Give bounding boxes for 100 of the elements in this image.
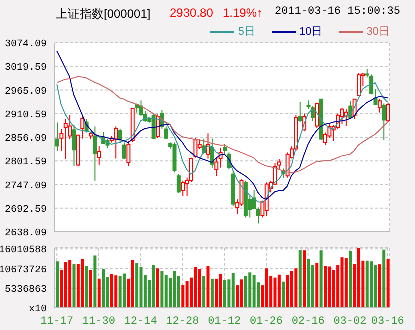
- bar: [340, 258, 344, 308]
- bar: [219, 274, 222, 308]
- candlestick: [93, 126, 98, 182]
- y-tick-label: 3019.59: [4, 63, 47, 74]
- text: 1.19%↑: [223, 6, 264, 20]
- legend-label: 5日: [238, 25, 256, 39]
- x-tick-label: 03-16: [371, 316, 404, 328]
- x-tick-label: 12-28: [166, 316, 200, 328]
- legend-label: 30日: [366, 25, 390, 39]
- bar: [164, 275, 168, 308]
- bar: [366, 260, 369, 308]
- bar: [286, 275, 290, 308]
- candlestick: [60, 128, 64, 152]
- legend-label: 10日: [300, 25, 323, 39]
- bar: [182, 285, 185, 308]
- bar: [386, 259, 390, 308]
- candlestick: [340, 108, 344, 126]
- x-tick-label: 01-26: [250, 316, 283, 328]
- bar: [160, 271, 164, 308]
- bar: [131, 260, 134, 308]
- y-tick-label: 2638.09: [4, 228, 47, 240]
- bar: [316, 263, 319, 308]
- bar: [240, 280, 244, 308]
- candlestick: [181, 180, 186, 197]
- candlestick: [126, 140, 131, 167]
- bar: [303, 250, 306, 308]
- bar: [210, 278, 214, 308]
- bar: [298, 250, 302, 308]
- candlestick: [214, 157, 219, 177]
- chart-title: 上证指数[000001]: [56, 6, 151, 23]
- bar: [173, 271, 176, 308]
- bar: [64, 262, 68, 308]
- candlestick: [118, 128, 122, 143]
- line-series: [56, 50, 388, 200]
- bar: [114, 276, 118, 308]
- bar: [282, 282, 286, 308]
- y-tick-label: x10: [28, 304, 47, 316]
- y-tick-label: 2910.59: [4, 110, 47, 122]
- candlestick: [72, 124, 76, 167]
- x-tick-label: 11-30: [82, 316, 116, 328]
- candlestick: [64, 118, 68, 160]
- y-tick-label: 2747.09: [4, 181, 47, 192]
- x-tick-label: 01-12: [208, 316, 242, 328]
- bar: [206, 266, 210, 308]
- candlestick: [56, 122, 60, 152]
- candlestick: [298, 102, 302, 123]
- bar: [198, 269, 202, 308]
- candlestick: [176, 174, 181, 194]
- bar: [152, 265, 156, 308]
- bar: [358, 248, 360, 308]
- candlestick: [240, 179, 244, 207]
- candlestick: [97, 146, 102, 166]
- bar: [156, 268, 160, 308]
- x-tick-label: 03-02: [334, 316, 367, 328]
- bar: [370, 262, 374, 308]
- x-tick-label: 02-16: [292, 316, 325, 328]
- bar: [90, 270, 92, 308]
- y-tick-label: 3074.09: [4, 40, 47, 51]
- bar: [232, 273, 235, 308]
- bar: [118, 276, 122, 308]
- bar: [123, 274, 126, 308]
- bar: [294, 268, 298, 308]
- bar: [320, 250, 323, 308]
- candlestick: [357, 72, 361, 97]
- bar: [274, 278, 277, 308]
- text: 2930.80: [170, 6, 214, 20]
- bar: [224, 280, 226, 308]
- candlestick: [382, 103, 386, 141]
- bar: [290, 271, 294, 308]
- bar: [278, 274, 281, 308]
- bar: [68, 260, 72, 308]
- y-tick-label: 2965.09: [4, 86, 47, 98]
- y-tick-label: 2856.09: [4, 134, 47, 146]
- bar: [140, 267, 143, 308]
- bar: [328, 266, 332, 308]
- bar: [265, 268, 268, 308]
- bar: [110, 274, 114, 308]
- y-tick-label: 2801.59: [4, 158, 47, 169]
- bar: [349, 251, 352, 308]
- bar: [194, 268, 198, 308]
- y-tick-label: 10673726: [0, 265, 47, 276]
- candlestick: [164, 126, 168, 140]
- bar: [378, 264, 382, 308]
- x-tick-label: 12-14: [124, 316, 158, 328]
- candlestick: [114, 126, 118, 160]
- bar: [324, 266, 327, 308]
- bar: [56, 262, 59, 308]
- bar: [136, 263, 139, 308]
- bar: [374, 265, 378, 308]
- x-tick-label: 11-17: [40, 316, 74, 328]
- bar: [344, 258, 348, 308]
- bar: [85, 266, 88, 308]
- bar: [244, 276, 248, 308]
- bar: [252, 275, 256, 308]
- candlestick: [122, 142, 126, 160]
- candlestick: [194, 137, 198, 158]
- bar: [382, 250, 386, 308]
- bar: [202, 276, 206, 308]
- y-tick-label: 2692.59: [4, 204, 47, 216]
- bar: [94, 256, 97, 308]
